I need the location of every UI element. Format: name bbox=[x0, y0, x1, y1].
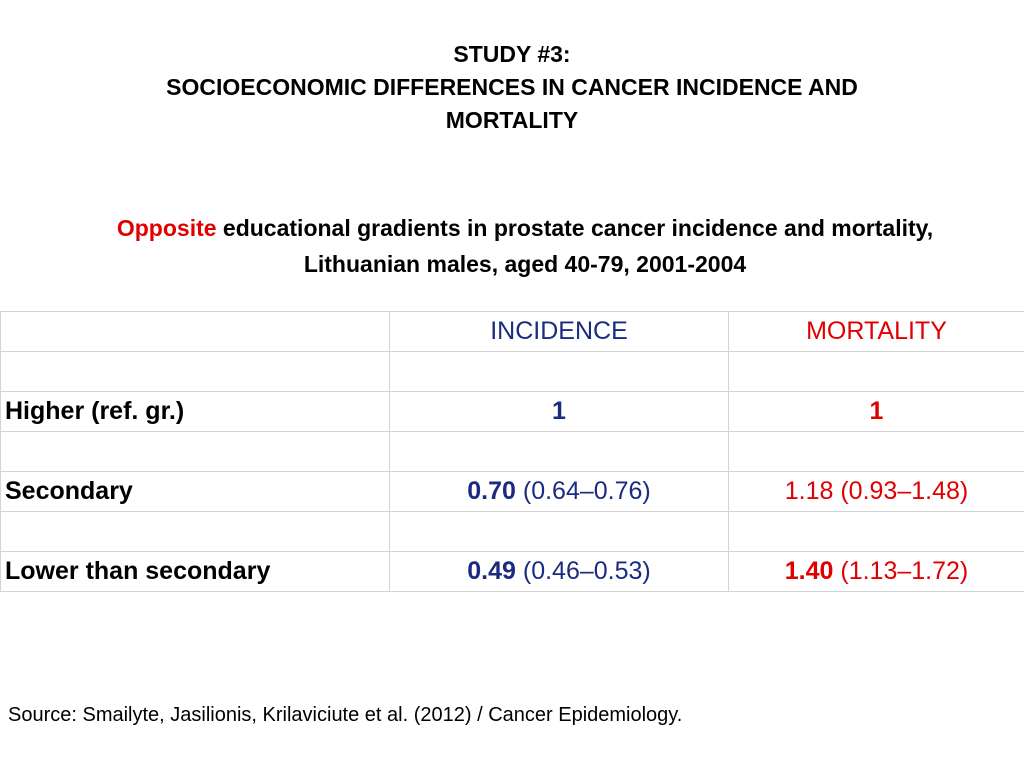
incidence-value: 0.70 bbox=[467, 477, 516, 505]
slide-title: STUDY #3: SOCIOECONOMIC DIFFERENCES IN C… bbox=[60, 38, 964, 137]
mortality-ci: (1.13–1.72) bbox=[840, 557, 969, 585]
mortality-value: 1.18 (0.93–1.48) bbox=[784, 477, 969, 505]
mortality-cell: 1.18 (0.93–1.48) bbox=[728, 471, 1024, 512]
title-line-1: STUDY #3: bbox=[453, 41, 571, 67]
row-label: Secondary bbox=[0, 471, 390, 512]
source-citation: Source: Smailyte, Jasilionis, Krilaviciu… bbox=[8, 704, 683, 726]
caption-text: educational gradients in prostate cancer… bbox=[222, 215, 934, 277]
incidence-ci: (0.46–0.53) bbox=[522, 557, 651, 585]
table-row: Secondary 0.70 (0.64–0.76) 1.18 (0.93–1.… bbox=[0, 471, 1024, 512]
mortality-value: 1.40 bbox=[784, 557, 834, 585]
spacer-row bbox=[0, 511, 1024, 552]
mortality-cell: 1 bbox=[728, 391, 1024, 432]
table-row: Lower than secondary 0.49 (0.46–0.53) 1.… bbox=[0, 551, 1024, 592]
row-label: Lower than secondary bbox=[0, 551, 390, 592]
incidence-value: 0.49 bbox=[467, 557, 516, 585]
spacer-row bbox=[0, 431, 1024, 472]
incidence-ci: (0.64–0.76) bbox=[522, 477, 651, 505]
caption-accent-word: Opposite bbox=[116, 215, 217, 241]
table-caption: Opposite educational gradients in prosta… bbox=[70, 210, 980, 282]
table-row: Higher (ref. gr.) 1 1 bbox=[0, 391, 1024, 432]
incidence-cell: 1 bbox=[389, 391, 729, 432]
title-line-2: SOCIOECONOMIC DIFFERENCES IN CANCER INCI… bbox=[166, 74, 858, 100]
incidence-cell: 0.49 (0.46–0.53) bbox=[389, 551, 729, 592]
header-empty-cell bbox=[0, 311, 390, 352]
mortality-value: 1 bbox=[869, 397, 884, 425]
incidence-cell: 0.70 (0.64–0.76) bbox=[389, 471, 729, 512]
incidence-value: 1 bbox=[552, 397, 566, 425]
header-incidence: INCIDENCE bbox=[389, 311, 729, 352]
header-mortality: MORTALITY bbox=[728, 311, 1024, 352]
title-line-3: MORTALITY bbox=[445, 107, 579, 133]
header-row: INCIDENCE MORTALITY bbox=[0, 311, 1024, 352]
mortality-cell: 1.40 (1.13–1.72) bbox=[728, 551, 1024, 592]
row-label: Higher (ref. gr.) bbox=[0, 391, 390, 432]
results-table: INCIDENCE MORTALITY Higher (ref. gr.) 1 … bbox=[0, 311, 1024, 592]
spacer-row bbox=[0, 351, 1024, 392]
